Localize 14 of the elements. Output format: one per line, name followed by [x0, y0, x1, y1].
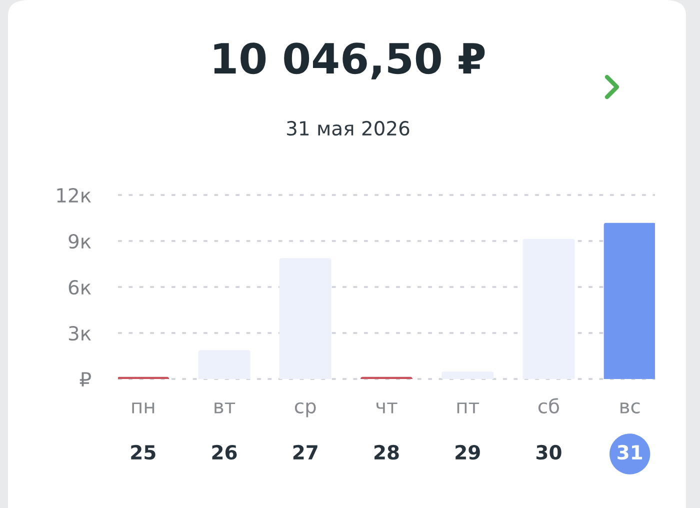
category-label: вс 31: [618, 402, 642, 460]
category-label: сб 30: [536, 398, 562, 460]
category-label: чт 28: [374, 402, 399, 460]
y-tick-label: 6к: [68, 280, 91, 295]
category-label: пн 25: [131, 402, 156, 460]
chart-subtitle: 31 мая 2026: [287, 120, 410, 136]
y-tick-label: 9к: [68, 234, 91, 249]
category-label: пт 29: [456, 402, 480, 460]
y-tick-label: 12к: [57, 188, 91, 202]
category-label: ср 27: [293, 402, 318, 460]
y-tick-label: 3к: [68, 326, 91, 341]
category-label: вт 26: [212, 402, 237, 460]
y-tick-label: ₽: [80, 372, 91, 386]
chart-title: 10 046,50 ₽: [214, 42, 485, 80]
